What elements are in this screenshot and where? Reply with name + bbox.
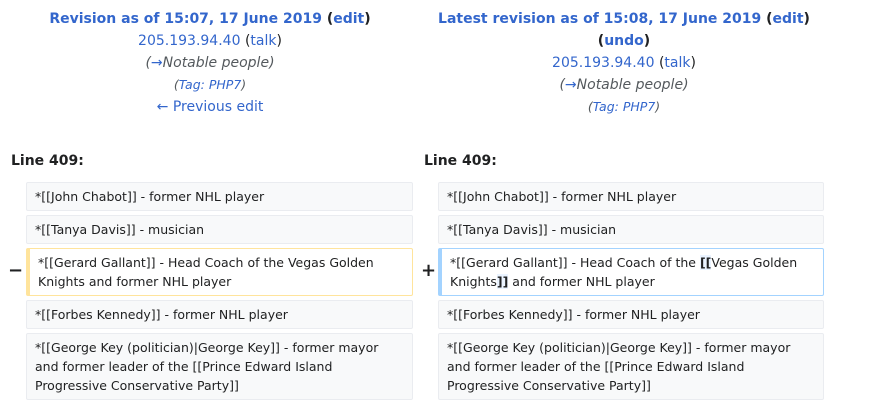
old-user-link[interactable]: 205.193.94.40 — [138, 33, 241, 49]
minus-marker: − — [8, 260, 24, 281]
plus-marker: + — [421, 260, 437, 281]
diff-context-old: *[[Forbes Kennedy]] - former NHL player — [26, 300, 413, 329]
diff-context-old: *[[George Key (politician)|George Key]] … — [26, 333, 413, 400]
new-user-link[interactable]: 205.193.94.40 — [552, 55, 655, 71]
old-edit-summary: (→Notable people) — [145, 55, 275, 71]
diff-context-old: *[[John Chabot]] - former NHL player — [26, 182, 413, 211]
diff-context-new: *[[George Key (politician)|George Key]] … — [438, 333, 824, 400]
old-tag-label-link[interactable]: Tag: — [178, 77, 205, 92]
new-tag-line: (Tag: PHP7) — [587, 99, 661, 114]
old-line-number: Line 409: — [11, 153, 84, 169]
old-edit-link[interactable]: edit — [333, 11, 365, 27]
diff-context-new: *[[Forbes Kennedy]] - former NHL player — [438, 300, 824, 329]
previous-edit-link[interactable]: ← Previous edit — [156, 99, 264, 115]
new-revision-title: Latest revision as of 15:08, 17 June 201… — [438, 11, 810, 27]
inserted-text: [[ — [699, 255, 712, 270]
old-tag-line: (Tag: PHP7) — [173, 77, 247, 92]
diff-context-old: *[[Tanya Davis]] - musician — [26, 215, 413, 244]
added-text: Vegas Golden Knights — [450, 255, 798, 289]
added-text: *[[Gerard Gallant]] - Head Coach of the — [450, 255, 700, 270]
inserted-text: ]] — [496, 274, 509, 289]
new-revision-link[interactable]: Latest revision as of 15:08, 17 June 201… — [438, 11, 762, 27]
new-edit-summary: (→Notable people) — [559, 77, 689, 93]
added-text: and former NHL player — [508, 274, 655, 289]
diff-added-line: *[[Gerard Gallant]] - Head Coach of the … — [438, 248, 824, 296]
old-summary-text: Notable people — [162, 55, 270, 71]
old-tag-value-link[interactable]: PHP7 — [208, 77, 242, 92]
old-revision-header: Revision as of 15:07, 17 June 2019 (edit… — [0, 8, 420, 118]
new-summary-text: Notable people — [576, 77, 684, 93]
new-talk-link[interactable]: talk — [664, 55, 691, 71]
old-revision-link[interactable]: Revision as of 15:07, 17 June 2019 — [49, 11, 322, 27]
new-edit-link[interactable]: edit — [772, 11, 804, 27]
diff-context-new: *[[Tanya Davis]] - musician — [438, 215, 824, 244]
new-tag-value-link[interactable]: PHP7 — [622, 99, 656, 114]
new-summary-arrow-link[interactable]: → — [564, 77, 577, 93]
old-talk-link[interactable]: talk — [250, 33, 277, 49]
new-revision-header: Latest revision as of 15:08, 17 June 201… — [414, 8, 834, 118]
new-user-line: 205.193.94.40 (talk) — [552, 55, 696, 71]
undo-link[interactable]: undo — [604, 33, 644, 49]
old-summary-arrow-link[interactable]: → — [150, 55, 163, 71]
new-line-number: Line 409: — [424, 153, 497, 169]
diff-context-new: *[[John Chabot]] - former NHL player — [438, 182, 824, 211]
old-user-line: 205.193.94.40 (talk) — [138, 33, 282, 49]
undo-line: (undo) — [597, 33, 651, 49]
old-revision-title: Revision as of 15:07, 17 June 2019 (edit… — [49, 11, 371, 27]
diff-deleted-line: *[[Gerard Gallant]] - Head Coach of the … — [26, 248, 413, 296]
new-tag-label-link[interactable]: Tag: — [592, 99, 619, 114]
